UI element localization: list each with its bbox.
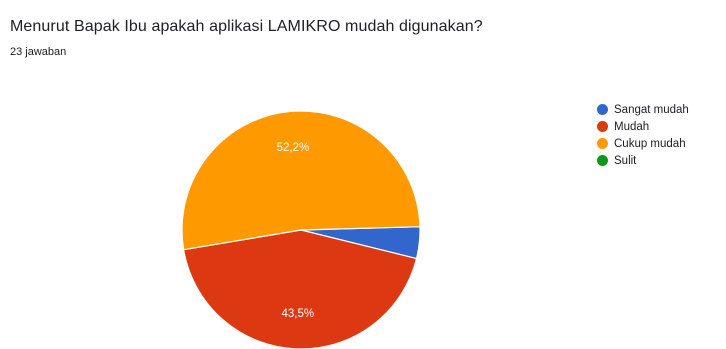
- legend-label-mudah: Mudah: [614, 120, 650, 133]
- legend-item-mudah[interactable]: Mudah: [597, 118, 689, 135]
- legend-item-cukup-mudah[interactable]: Cukup mudah: [597, 135, 689, 152]
- legend-label-sulit: Sulit: [614, 154, 637, 167]
- legend-swatch-mudah: [597, 121, 608, 132]
- pie-slice-cukup-mudah[interactable]: [181, 110, 421, 251]
- legend-swatch-cukup-mudah: [597, 138, 608, 149]
- legend-item-sulit[interactable]: Sulit: [597, 152, 689, 169]
- legend-label-cukup-mudah: Cukup mudah: [614, 137, 686, 150]
- legend-swatch-sangat-mudah: [597, 104, 608, 115]
- pie-label-mudah: 43,5%: [282, 308, 315, 320]
- response-count: 23 jawaban: [10, 46, 67, 58]
- chart-legend: Sangat mudah Mudah Cukup mudah Sulit: [597, 101, 689, 169]
- legend-swatch-sulit: [597, 155, 608, 166]
- question-title: Menurut Bapak Ibu apakah aplikasi LAMIKR…: [10, 18, 483, 35]
- legend-item-sangat-mudah[interactable]: Sangat mudah: [597, 101, 689, 118]
- pie-label-cukup-mudah: 52,2%: [277, 142, 310, 154]
- legend-label-sangat-mudah: Sangat mudah: [614, 103, 689, 116]
